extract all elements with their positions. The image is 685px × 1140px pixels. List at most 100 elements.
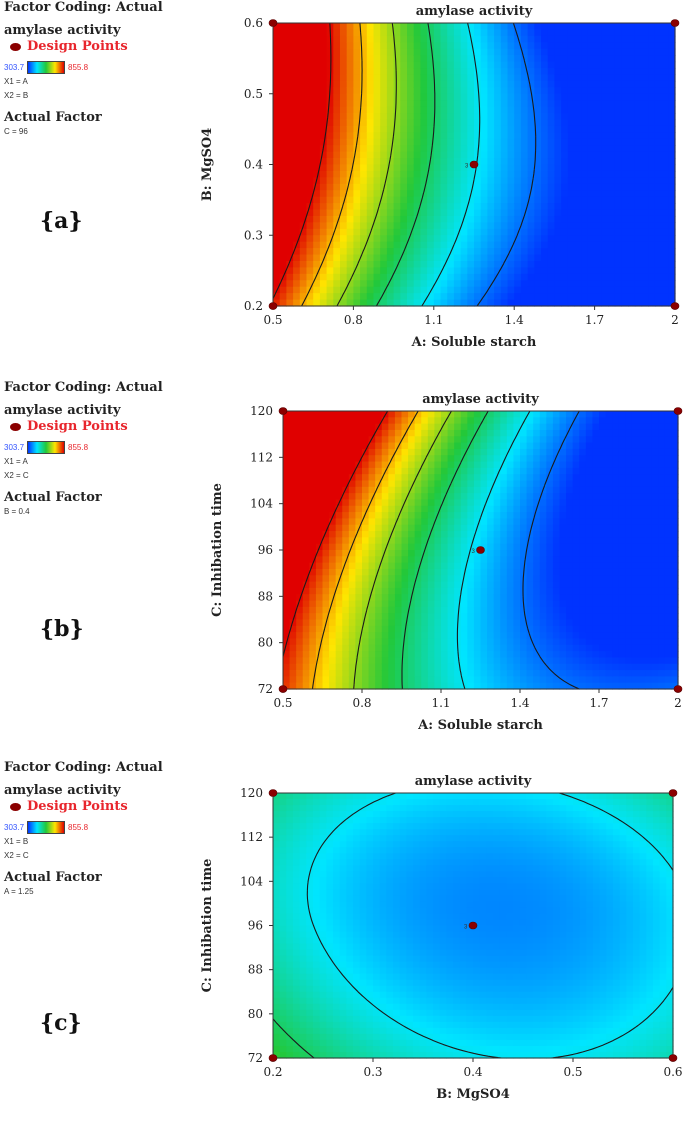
- x2-assignment: X2 = C: [4, 470, 194, 482]
- y-tick-label: 0.6: [244, 16, 263, 30]
- x-tick-label: 2: [674, 696, 682, 710]
- plot-title: amylase activity: [415, 774, 532, 789]
- design-point: [269, 303, 277, 310]
- x-tick-label: 0.8: [352, 696, 371, 710]
- y-tick-label: 88: [248, 963, 263, 977]
- y-tick-label: 80: [248, 1007, 263, 1021]
- y-axis-label: C: Inhibation time: [200, 859, 215, 993]
- design-points-label: Design Points: [27, 799, 128, 814]
- panel-a: Factor Coding: Actual amylase activity D…: [0, 0, 685, 380]
- y-tick-label: 80: [258, 636, 273, 650]
- y-tick-label: 104: [250, 497, 273, 511]
- legend-block: Factor Coding: Actual amylase activity D…: [4, 380, 194, 516]
- design-point-icon: [10, 43, 21, 51]
- panel-tag: {b}: [40, 616, 84, 642]
- y-tick-label: 112: [240, 830, 263, 844]
- x-tick-label: 1.1: [431, 696, 450, 710]
- y-tick-label: 112: [250, 450, 273, 464]
- x1-assignment: X1 = B: [4, 836, 194, 848]
- x-axis-label: A: Soluble starch: [411, 335, 537, 350]
- x-tick-label: 0.3: [363, 1065, 382, 1079]
- y-axis-label: B: MgSO4: [200, 128, 215, 202]
- y-tick-label: 0.2: [244, 299, 263, 313]
- design-points-label: Design Points: [27, 39, 128, 54]
- x1-assignment: X1 = A: [4, 76, 194, 88]
- panel-b: Factor Coding: Actual amylase activity D…: [0, 380, 685, 760]
- y-axis-label: C: Inhibation time: [210, 483, 225, 617]
- design-point: [470, 161, 478, 168]
- color-scale-high: 855.8: [68, 443, 88, 452]
- x-tick-label: 1.7: [585, 313, 604, 327]
- x1-assignment: X1 = A: [4, 456, 194, 468]
- contour-plot: amylase activity 0.2 0.3 0.4 0.5 0.6 72 80 88 96 1…: [190, 760, 685, 1140]
- plot-title: amylase activity: [416, 4, 533, 19]
- actual-factor-title: Actual Factor: [4, 870, 194, 885]
- color-scale-bar: [27, 61, 65, 74]
- y-tick-label: 96: [248, 919, 263, 933]
- x-tick-label: 1.4: [505, 313, 524, 327]
- panel-tag: {a}: [40, 208, 83, 234]
- legend-block: Factor Coding: Actual amylase activity D…: [4, 0, 194, 136]
- actual-factor-value: C = 96: [4, 127, 194, 136]
- design-point: [269, 1055, 277, 1062]
- color-scale: 303.7 855.8: [4, 441, 194, 454]
- color-scale-high: 855.8: [68, 63, 88, 72]
- design-point: [671, 303, 679, 310]
- y-tick-label: 120: [250, 404, 273, 418]
- actual-factor-value: B = 0.4: [4, 507, 194, 516]
- design-point: [674, 686, 682, 693]
- y-tick-label: 88: [258, 589, 273, 603]
- design-point: [669, 790, 677, 797]
- design-point: [669, 1055, 677, 1062]
- x-tick-label: 2: [671, 313, 679, 327]
- x-tick-label: 1.4: [510, 696, 529, 710]
- x-axis-label: A: Soluble starch: [417, 718, 543, 733]
- design-point: [469, 922, 477, 929]
- response-name: amylase activity: [4, 783, 194, 798]
- color-scale-low: 303.7: [4, 823, 24, 832]
- factor-coding-label: Factor Coding: Actual: [4, 0, 194, 15]
- design-point: [279, 686, 287, 693]
- design-point: [269, 20, 277, 27]
- x-tick-label: 0.4: [463, 1065, 482, 1079]
- design-point: [279, 408, 287, 415]
- x-tick-label: 0.8: [344, 313, 363, 327]
- design-point: [671, 20, 679, 27]
- x-tick-label: 1.1: [424, 313, 443, 327]
- y-tick-label: 120: [240, 786, 263, 800]
- x-tick-label: 0.2: [263, 1065, 282, 1079]
- y-tick-label: 0.3: [244, 228, 263, 242]
- color-scale-bar: [27, 441, 65, 454]
- design-points-legend: Design Points: [4, 799, 194, 814]
- actual-factor-value: A = 1.25: [4, 887, 194, 896]
- plot-title: amylase activity: [422, 392, 539, 407]
- color-scale-low: 303.7: [4, 443, 24, 452]
- factor-coding-label: Factor Coding: Actual: [4, 760, 194, 775]
- color-scale-bar: [27, 821, 65, 834]
- x2-assignment: X2 = C: [4, 850, 194, 862]
- actual-factor-title: Actual Factor: [4, 490, 194, 505]
- design-point-icon: [10, 803, 21, 811]
- factor-coding-label: Factor Coding: Actual: [4, 380, 194, 395]
- contour-plot: amylase activity 0.5 0.8 1.1 1.4 1.7 2 0.2 0.3 0.…: [190, 0, 685, 380]
- y-tick-label: 104: [240, 874, 263, 888]
- y-tick-label: 72: [258, 682, 273, 696]
- y-tick-label: 72: [248, 1051, 263, 1065]
- legend-block: Factor Coding: Actual amylase activity D…: [4, 760, 194, 896]
- color-scale-low: 303.7: [4, 63, 24, 72]
- x-tick-label: 0.6: [663, 1065, 682, 1079]
- panel-c: Factor Coding: Actual amylase activity D…: [0, 760, 685, 1140]
- x-tick-label: 0.5: [273, 696, 292, 710]
- panel-tag: {c}: [40, 1010, 82, 1036]
- y-tick-label: 0.5: [244, 87, 263, 101]
- color-scale: 303.7 855.8: [4, 821, 194, 834]
- color-scale-high: 855.8: [68, 823, 88, 832]
- response-name: amylase activity: [4, 403, 194, 418]
- design-point: [477, 547, 485, 554]
- design-points-label: Design Points: [27, 419, 128, 434]
- x-tick-label: 0.5: [563, 1065, 582, 1079]
- response-name: amylase activity: [4, 23, 194, 38]
- x-tick-label: 0.5: [263, 313, 282, 327]
- design-points-legend: Design Points: [4, 419, 194, 434]
